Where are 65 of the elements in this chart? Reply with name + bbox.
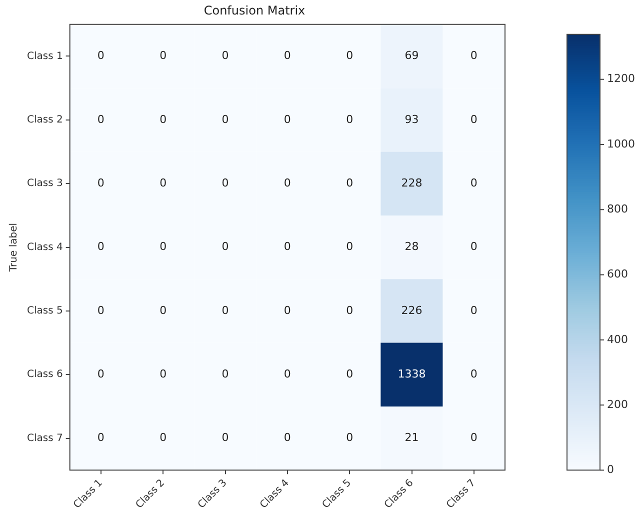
data-label: 0	[470, 431, 478, 444]
data-label: 0	[222, 112, 229, 126]
y-axis-title: True label	[8, 222, 20, 273]
data-label: 69	[404, 49, 419, 62]
color-bar-label: 400	[607, 332, 628, 346]
data-label: 0	[97, 49, 104, 62]
data-label: 28	[404, 240, 419, 254]
data-label: 0	[346, 431, 354, 444]
data-label: 0	[222, 240, 229, 254]
data-label: 0	[284, 431, 291, 444]
data-label: 21	[404, 431, 419, 444]
data-label: 0	[97, 431, 104, 444]
data-label: 0	[222, 304, 229, 317]
data-label: 0	[284, 368, 291, 381]
data-label: 0	[346, 368, 354, 381]
data-label: 0	[284, 240, 291, 254]
data-label: 0	[470, 368, 478, 381]
data-label: 0	[284, 112, 291, 126]
data-label: 0	[222, 49, 229, 62]
data-label: 0	[470, 49, 478, 62]
data-label: 0	[97, 176, 104, 190]
color-bar-label: 200	[607, 398, 628, 411]
data-label: 0	[284, 176, 291, 190]
color-bar-label: 600	[607, 268, 628, 281]
data-label: 0	[160, 304, 167, 317]
color-bar-label: 800	[607, 202, 628, 216]
data-label: 0	[160, 49, 167, 62]
color-bar-label: 1000	[607, 137, 635, 150]
data-label: 0	[346, 304, 354, 317]
data-label: 0	[470, 112, 478, 126]
y-tick-label: Class 2	[26, 114, 63, 126]
y-tick-label: Class 5	[26, 306, 63, 317]
chart-title: Confusion Matrix	[204, 3, 306, 18]
data-label: 0	[160, 431, 167, 444]
data-label: 0	[284, 304, 291, 317]
data-label: 0	[346, 240, 354, 254]
data-label: 0	[284, 49, 291, 62]
color-bar-label: 0	[607, 463, 614, 476]
data-label: 93	[404, 112, 419, 126]
data-label: 0	[97, 240, 104, 254]
data-label: 0	[222, 368, 229, 381]
data-label: 228	[401, 176, 422, 190]
data-label: 0	[346, 112, 354, 126]
y-tick-label: Class 7	[26, 432, 63, 444]
data-label: 0	[222, 176, 229, 190]
data-label: 226	[401, 304, 422, 317]
data-label: 0	[346, 176, 354, 190]
data-label: 1338	[398, 368, 426, 381]
data-label: 0	[470, 240, 478, 254]
y-tick-label: Class 1	[26, 50, 63, 62]
data-label: 0	[470, 304, 478, 317]
data-label: 0	[97, 304, 104, 317]
data-label: 0	[222, 431, 229, 444]
data-label: 0	[97, 368, 104, 381]
data-label: 0	[97, 112, 104, 126]
y-tick-label: Class 3	[26, 178, 63, 190]
data-label: 0	[346, 49, 354, 62]
data-label: 0	[160, 176, 167, 190]
data-label: 0	[160, 240, 167, 254]
color-bar-label: 1200	[607, 72, 635, 86]
data-label: 0	[160, 112, 167, 126]
y-tick-label: Class 6	[26, 369, 63, 380]
data-label: 0	[160, 368, 167, 381]
y-tick-label: Class 4	[26, 242, 63, 253]
data-label: 0	[470, 176, 478, 190]
